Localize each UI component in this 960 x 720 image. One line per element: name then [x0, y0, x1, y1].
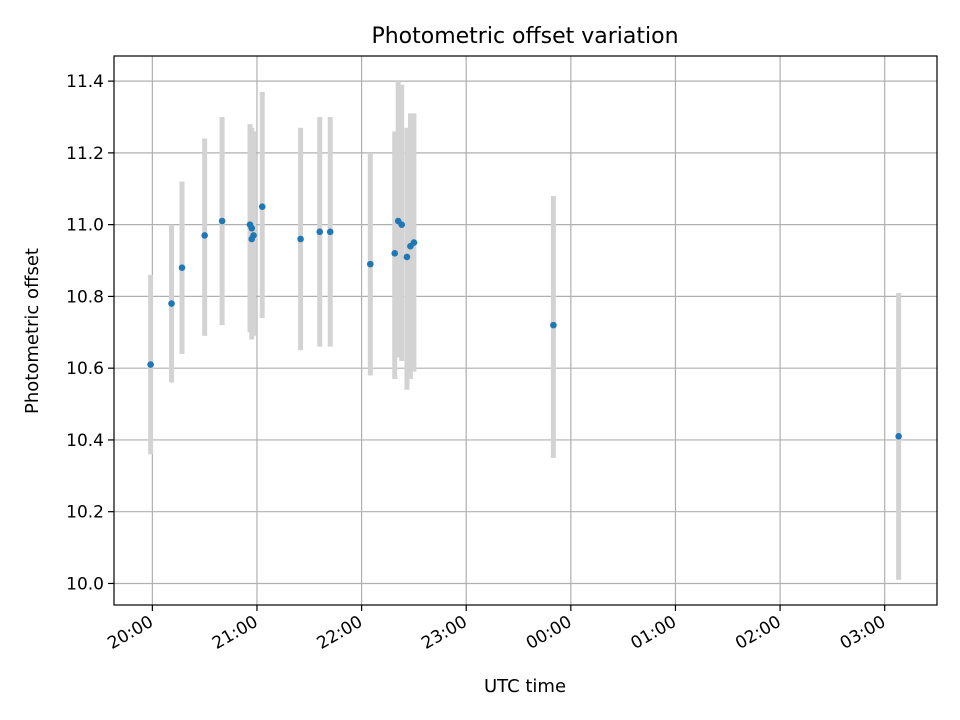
data-point — [316, 228, 324, 236]
data-point — [410, 239, 418, 246]
data-point — [895, 433, 902, 440]
data-point — [391, 250, 399, 257]
y-tick-label: 11.2 — [66, 144, 104, 164]
data-point — [297, 235, 304, 243]
y-tick-label: 10.8 — [66, 287, 104, 307]
data-point — [326, 228, 334, 236]
data-point — [550, 321, 557, 329]
data-point — [178, 264, 186, 272]
data-point — [250, 232, 257, 239]
data-point — [398, 221, 406, 228]
data-point — [248, 224, 256, 232]
x-axis-label: UTC time — [484, 676, 566, 697]
data-point — [168, 300, 175, 307]
data-point — [367, 260, 374, 268]
data-point — [258, 203, 266, 211]
y-tick-label: 11.0 — [66, 216, 104, 236]
y-tick-layer: 10.0 10.2 10.4 10.6 10.8 11.0 11.2 11.4 — [66, 72, 114, 594]
y-tick-label: 10.0 — [66, 574, 104, 594]
y-tick-label: 11.4 — [66, 72, 104, 92]
grid-layer — [114, 56, 937, 605]
chart-title: Photometric offset variation — [371, 24, 678, 49]
plot-frame — [113, 55, 938, 606]
data-point — [403, 253, 411, 261]
y-axis-label: Photometric offset — [22, 248, 43, 414]
y-tick-label: 10.2 — [66, 503, 104, 523]
y-tick-label: 10.4 — [66, 431, 104, 451]
data-point — [218, 217, 226, 225]
y-tick-label: 10.6 — [66, 359, 104, 379]
point-layer — [147, 203, 902, 440]
data-point — [147, 361, 154, 368]
data-point — [201, 232, 208, 239]
